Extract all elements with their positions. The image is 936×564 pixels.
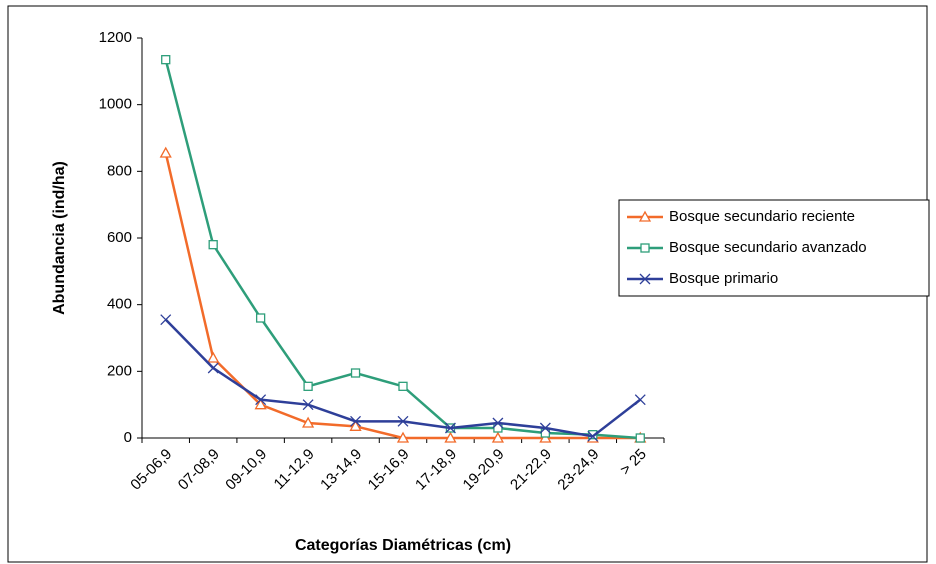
- y-tick-label: 1200: [99, 29, 132, 46]
- y-tick-label: 600: [107, 229, 132, 246]
- marker: [635, 433, 645, 443]
- y-tick-label: 0: [124, 429, 132, 446]
- marker: [397, 415, 409, 427]
- legend-marker: [640, 243, 650, 253]
- marker: [159, 146, 172, 158]
- marker: [208, 240, 218, 250]
- marker: [350, 415, 362, 427]
- legend-label: Bosque secundario avanzado: [669, 239, 867, 256]
- marker: [303, 381, 313, 391]
- legend: Bosque secundario reciente Bosque secunda…: [618, 199, 930, 297]
- marker: [207, 351, 220, 363]
- marker: [634, 394, 646, 406]
- marker: [587, 430, 599, 442]
- y-axis-title: Abundancia (ind/ha): [51, 161, 68, 315]
- marker: [255, 313, 266, 323]
- marker: [444, 422, 456, 434]
- marker: [349, 419, 362, 431]
- legend-label: Bosque secundario reciente: [669, 208, 855, 225]
- y-tick-label: 1000: [99, 96, 132, 113]
- marker: [396, 431, 410, 443]
- marker: [160, 314, 172, 326]
- marker: [492, 417, 504, 429]
- legend-label: Bosque primario: [669, 270, 778, 287]
- marker: [398, 381, 408, 391]
- x-axis-title: Categorías Diamétricas (cm): [295, 537, 511, 554]
- legend-marker: [638, 210, 652, 222]
- marker: [254, 398, 267, 410]
- series: [161, 55, 645, 443]
- y-tick-label: 400: [107, 296, 132, 313]
- marker: [444, 431, 457, 443]
- legend-box: [618, 199, 930, 297]
- marker: [207, 362, 219, 374]
- marker: [539, 422, 551, 434]
- marker: [301, 416, 315, 428]
- marker: [255, 394, 267, 406]
- y-tick-label: 200: [107, 362, 132, 379]
- marker: [161, 55, 171, 65]
- marker: [350, 368, 361, 378]
- legend-marker: [639, 273, 651, 285]
- marker: [302, 399, 314, 411]
- series: [160, 314, 646, 442]
- marker: [491, 431, 505, 443]
- y-tick-label: 800: [107, 162, 132, 179]
